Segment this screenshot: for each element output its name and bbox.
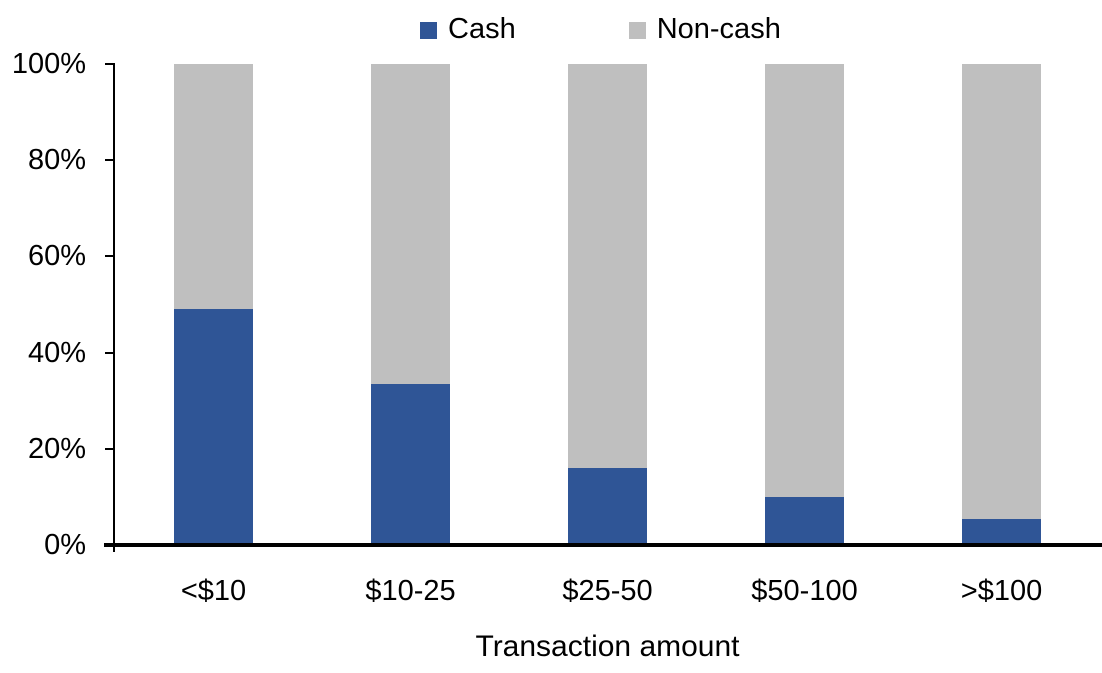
bar-segment-cash xyxy=(174,309,253,545)
legend-item-non-cash: Non-cash xyxy=(628,8,781,50)
y-tick-label: 0% xyxy=(44,529,86,561)
y-axis-tick xyxy=(105,351,114,354)
bar-segment-non-cash xyxy=(371,64,450,384)
bar-segment-cash xyxy=(962,518,1041,545)
x-axis-line xyxy=(104,543,1102,547)
bar-segment-cash xyxy=(765,496,844,545)
bar-segment-non-cash xyxy=(765,64,844,497)
x-axis-title: Transaction amount xyxy=(475,630,740,663)
x-tick-label: $50-100 xyxy=(751,575,858,607)
y-tick-label: 80% xyxy=(27,144,86,177)
y-axis-tick xyxy=(105,255,114,258)
non-cash-legend-label: Non-cash xyxy=(656,13,781,45)
x-tick-label: $10-25 xyxy=(365,575,456,607)
legend: Cash Non-cash xyxy=(420,8,781,50)
y-axis-line xyxy=(113,63,115,552)
bar-segment-non-cash xyxy=(174,64,253,310)
bar-segment-cash xyxy=(568,468,647,545)
bar-group xyxy=(371,64,450,545)
y-tick-label: 40% xyxy=(27,336,86,369)
x-tick-label: >$100 xyxy=(960,575,1043,607)
non-cash-legend-swatch xyxy=(628,22,646,39)
bar-segment-non-cash xyxy=(568,64,647,469)
x-tick-label: <$10 xyxy=(180,575,247,607)
y-axis-tick xyxy=(105,63,114,65)
bar-group xyxy=(568,64,647,545)
cash-legend-swatch xyxy=(420,22,437,39)
bar-group xyxy=(174,64,253,545)
bar-segment-non-cash xyxy=(962,64,1041,519)
cash-legend-label: Cash xyxy=(448,13,516,45)
y-axis-tick xyxy=(105,159,114,162)
bar-group xyxy=(765,64,844,545)
bar-segment-cash xyxy=(371,383,450,545)
y-tick-label: 100% xyxy=(11,48,86,80)
y-axis-tick xyxy=(105,447,114,450)
bar-group xyxy=(962,64,1041,545)
y-tick-label: 60% xyxy=(27,240,86,273)
legend-item-cash: Cash xyxy=(420,8,516,50)
y-tick-label: 20% xyxy=(27,432,86,465)
x-tick-label: $25-50 xyxy=(562,575,653,607)
